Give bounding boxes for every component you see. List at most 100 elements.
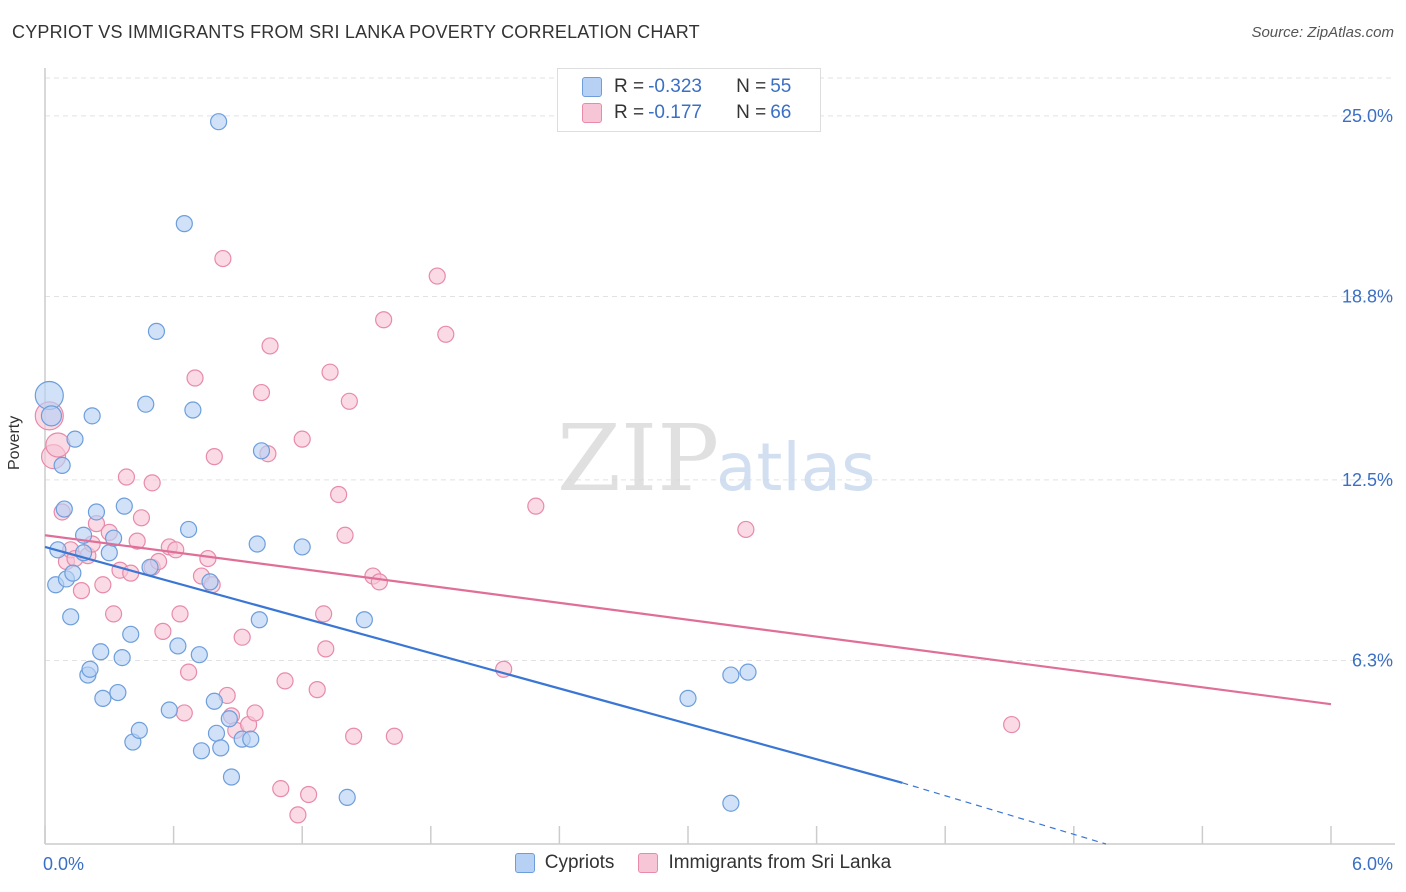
legend-n-label: N = [736, 102, 767, 123]
chart-title: CYPRIOT VS IMMIGRANTS FROM SRI LANKA POV… [12, 22, 700, 42]
legend-item-cypriots[interactable]: Cypriots [514, 852, 615, 874]
legend-n-value: 66 [770, 102, 792, 123]
data-point-sri-lanka [370, 573, 388, 591]
data-point-sri-lanka [375, 311, 393, 329]
stats-legend: R = -0.323 N = 55 R = -0.177 N = 66 [557, 68, 821, 132]
legend-swatch-blue [582, 77, 602, 97]
data-point-sri-lanka [737, 520, 755, 539]
data-point-sri-lanka [117, 468, 136, 486]
data-point-cypriots [180, 520, 198, 539]
data-point-cypriots [53, 456, 71, 474]
data-point-sri-lanka [272, 780, 290, 798]
data-point-cypriots [130, 721, 148, 740]
data-point-cypriots [34, 380, 64, 411]
data-point-cypriots [722, 794, 740, 812]
data-point-cypriots [201, 573, 219, 591]
legend-n-value: 55 [770, 76, 792, 97]
data-point-cypriots [87, 503, 106, 521]
series-legend: Cypriots Immigrants from Sri Lanka [0, 852, 1406, 874]
data-point-cypriots [160, 701, 178, 719]
data-point-sri-lanka [340, 392, 358, 410]
data-point-sri-lanka [199, 549, 217, 568]
data-point-sri-lanka [246, 704, 264, 722]
legend-row-sri-lanka: R = -0.177 N = 66 [582, 101, 791, 125]
legend-r-value: -0.323 [648, 76, 702, 97]
data-point-cypriots [109, 683, 127, 702]
data-point-cypriots [113, 648, 131, 667]
data-point-sri-lanka [45, 432, 71, 458]
watermark: ZIP atlas [557, 405, 876, 512]
data-points [34, 113, 1021, 824]
data-point-sri-lanka [180, 663, 198, 681]
data-point-cypriots [81, 660, 99, 678]
trend-line-cypriots [44, 545, 903, 784]
legend-n-label: N = [736, 76, 767, 97]
data-point-sri-lanka [293, 430, 311, 448]
data-point-sri-lanka [315, 605, 333, 623]
y-tick-label: 25.0% [1342, 106, 1393, 126]
legend-r-label: R = [614, 76, 645, 97]
data-point-sri-lanka [1003, 715, 1021, 734]
data-point-cypriots [55, 500, 73, 518]
data-point-sri-lanka [104, 605, 123, 623]
data-point-cypriots [137, 395, 155, 413]
data-point-sri-lanka [321, 363, 339, 381]
watermark-zip: ZIP [557, 405, 719, 512]
data-point-sri-lanka [330, 485, 348, 504]
data-point-cypriots [100, 544, 118, 562]
data-point-sri-lanka [132, 509, 151, 527]
data-point-sri-lanka [175, 704, 193, 722]
data-point-sri-lanka [289, 806, 307, 824]
legend-r-label: R = [614, 102, 645, 123]
legend-label-cypriots: Cypriots [544, 852, 615, 873]
x-tick-label: 0.0% [43, 854, 84, 874]
data-point-cypriots [169, 637, 187, 655]
data-point-sri-lanka [154, 622, 172, 640]
data-point-cypriots [207, 724, 226, 742]
data-point-sri-lanka [214, 249, 232, 268]
data-point-sri-lanka [308, 681, 326, 699]
tick-labels: 6.3% 12.5% 18.8% 25.0% 0.0% 6.0% [43, 106, 1393, 874]
legend-item-sri-lanka[interactable]: Immigrants from Sri Lanka [638, 852, 891, 874]
watermark-atlas: atlas [716, 429, 876, 506]
data-point-cypriots [62, 608, 80, 626]
data-point-cypriots [40, 405, 63, 427]
data-point-cypriots [192, 742, 211, 760]
y-tick-label: 18.8% [1342, 286, 1393, 306]
data-point-sri-lanka [336, 526, 354, 544]
data-point-cypriots [242, 730, 260, 748]
data-point-cypriots [122, 625, 140, 643]
data-point-cypriots [252, 442, 271, 460]
data-point-cypriots [222, 768, 241, 786]
data-point-sri-lanka [428, 267, 446, 285]
data-point-sri-lanka [233, 628, 251, 646]
trend-line-sri-lanka [44, 534, 1332, 706]
data-point-cypriots [64, 564, 82, 582]
grid-lines [45, 77, 1395, 662]
data-point-cypriots [250, 611, 268, 629]
legend-row-cypriots: R = -0.323 N = 55 [582, 75, 791, 99]
data-point-cypriots [338, 788, 356, 806]
data-point-sri-lanka [300, 785, 318, 804]
data-point-cypriots [83, 407, 101, 425]
data-point-sri-lanka [437, 325, 455, 343]
data-point-sri-lanka [171, 605, 189, 623]
data-point-sri-lanka [252, 383, 271, 402]
data-point-cypriots [115, 497, 133, 515]
data-point-sri-lanka [128, 532, 146, 550]
legend-r-value: -0.177 [648, 102, 702, 123]
legend-swatch-cypriots [514, 853, 535, 873]
data-point-cypriots [212, 739, 230, 757]
data-point-cypriots [190, 646, 208, 664]
data-point-cypriots [92, 643, 110, 661]
legend-label-sri-lanka: Immigrants from Sri Lanka [668, 852, 892, 873]
data-point-cypriots [220, 710, 238, 728]
data-point-cypriots [147, 322, 166, 340]
x-tick-label: 6.0% [1352, 854, 1393, 874]
data-point-sri-lanka [186, 369, 204, 387]
data-point-sri-lanka [276, 672, 294, 690]
data-point-cypriots [248, 535, 266, 553]
y-tick-label: 6.3% [1352, 651, 1393, 671]
data-point-sri-lanka [317, 640, 335, 658]
data-point-sri-lanka [143, 474, 161, 492]
